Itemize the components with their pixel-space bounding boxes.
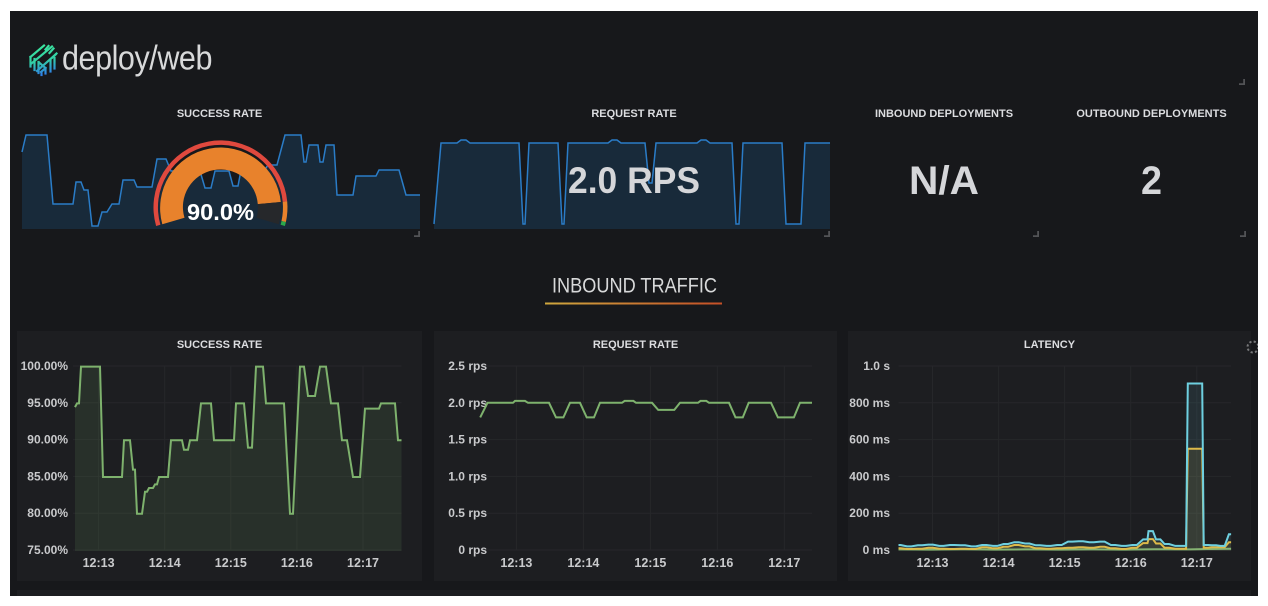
svg-text:SUCCESS RATE: SUCCESS RATE — [177, 108, 262, 120]
svg-text:600 ms: 600 ms — [849, 433, 890, 447]
svg-text:1.0 s: 1.0 s — [863, 359, 890, 373]
svg-text:LATENCY: LATENCY — [1024, 339, 1076, 351]
svg-text:12:16: 12:16 — [281, 556, 313, 570]
svg-text:12:14: 12:14 — [149, 556, 181, 570]
svg-text:85.00%: 85.00% — [27, 469, 68, 483]
svg-text:INBOUND TRAFFIC: INBOUND TRAFFIC — [552, 275, 717, 298]
svg-text:12:15: 12:15 — [634, 556, 666, 570]
svg-text:90.0%: 90.0% — [187, 199, 254, 225]
svg-text:75.00%: 75.00% — [27, 543, 68, 557]
svg-text:95.00%: 95.00% — [27, 396, 68, 410]
svg-text:90.00%: 90.00% — [27, 433, 68, 447]
svg-text:0 rps: 0 rps — [458, 543, 487, 557]
svg-text:12:17: 12:17 — [768, 556, 800, 570]
svg-text:N/A: N/A — [909, 159, 979, 203]
svg-text:12:13: 12:13 — [83, 556, 115, 570]
svg-text:12:14: 12:14 — [567, 556, 599, 570]
svg-text:12:15: 12:15 — [215, 556, 247, 570]
svg-text:12:17: 12:17 — [1181, 556, 1213, 570]
svg-text:12:13: 12:13 — [917, 556, 949, 570]
svg-text:800 ms: 800 ms — [849, 396, 890, 410]
svg-text:0.5 rps: 0.5 rps — [448, 506, 487, 520]
svg-text:12:15: 12:15 — [1049, 556, 1081, 570]
svg-text:12:17: 12:17 — [347, 556, 379, 570]
svg-text:REQUEST RATE: REQUEST RATE — [591, 108, 676, 120]
svg-text:12:14: 12:14 — [983, 556, 1015, 570]
svg-text:12:16: 12:16 — [1115, 556, 1147, 570]
svg-text:2.0 rps: 2.0 rps — [448, 396, 487, 410]
svg-text:INBOUND DEPLOYMENTS: INBOUND DEPLOYMENTS — [875, 108, 1013, 120]
svg-text:0 ms: 0 ms — [863, 543, 891, 557]
svg-text:100.00%: 100.00% — [21, 359, 69, 373]
svg-text:REQUEST RATE: REQUEST RATE — [593, 339, 678, 351]
svg-text:OUTBOUND DEPLOYMENTS: OUTBOUND DEPLOYMENTS — [1076, 108, 1226, 120]
svg-text:2.0 RPS: 2.0 RPS — [568, 160, 700, 201]
svg-text:deploy/web: deploy/web — [62, 40, 212, 78]
svg-text:2: 2 — [1141, 159, 1162, 203]
svg-text:200 ms: 200 ms — [849, 506, 890, 520]
svg-text:1.0 rps: 1.0 rps — [448, 469, 487, 483]
svg-text:80.00%: 80.00% — [27, 506, 68, 520]
svg-text:1.5 rps: 1.5 rps — [448, 433, 487, 447]
svg-text:12:13: 12:13 — [500, 556, 532, 570]
svg-text:SUCCESS RATE: SUCCESS RATE — [177, 339, 262, 351]
svg-text:2.5 rps: 2.5 rps — [448, 359, 487, 373]
svg-text:12:16: 12:16 — [701, 556, 733, 570]
svg-text:400 ms: 400 ms — [849, 469, 890, 483]
